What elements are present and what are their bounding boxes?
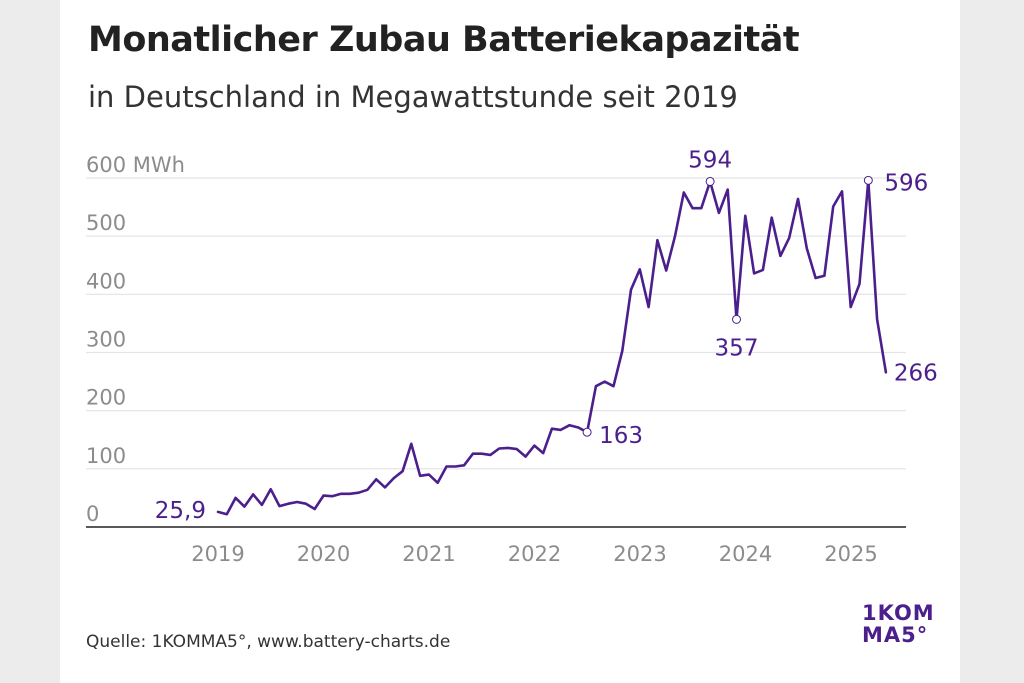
y-axis-tick-labels: 0 100 200 300 400 500 600 MWh	[86, 153, 185, 526]
x-tick-label: 2023	[613, 542, 666, 566]
x-tick-label: 2021	[402, 542, 455, 566]
x-tick-label: 2019	[191, 542, 244, 566]
x-tick-label: 2022	[508, 542, 561, 566]
y-tick-label: 0	[86, 502, 99, 526]
x-axis-tick-labels: 2019 2020 2021 2022 2023 2024 2025	[191, 542, 877, 566]
annotation-label: 266	[894, 360, 938, 386]
annotation-label: 163	[599, 423, 643, 449]
annotation-label: 25,9	[155, 498, 206, 524]
logo-line-2: MA5°	[862, 623, 929, 647]
y-tick-label: 200	[86, 386, 126, 410]
chart-subtitle: in Deutschland in Megawattstunde seit 20…	[88, 80, 738, 114]
annotation-marker	[582, 427, 592, 437]
chart-card	[60, 0, 960, 683]
brand-logo: 1KOM MA5°	[862, 602, 935, 646]
x-tick-label: 2025	[824, 542, 877, 566]
y-tick-label: 100	[86, 444, 126, 468]
y-tick-label: 400	[86, 269, 126, 293]
annotation-label: 596	[884, 170, 928, 196]
annotation-marker	[732, 314, 742, 324]
annotation-label: 357	[715, 335, 759, 361]
annotation-marker	[863, 175, 873, 185]
x-tick-label: 2024	[719, 542, 772, 566]
x-tick-label: 2020	[297, 542, 350, 566]
y-tick-label: 500	[86, 211, 126, 235]
logo-line-1: 1KOM	[862, 601, 935, 625]
annotations: 25,9 163 594 357 596 266	[155, 147, 938, 523]
chart-title: Monatlicher Zubau Batteriekapazität	[88, 20, 800, 60]
annotation-marker	[705, 176, 715, 186]
annotation-label: 594	[688, 147, 732, 173]
source-note: Quelle: 1KOMMA5°, www.battery-charts.de	[86, 632, 451, 652]
y-tick-label: 600 MWh	[86, 153, 185, 177]
y-tick-label: 300	[86, 328, 126, 352]
gridlines	[86, 177, 906, 470]
series-line	[216, 179, 888, 516]
